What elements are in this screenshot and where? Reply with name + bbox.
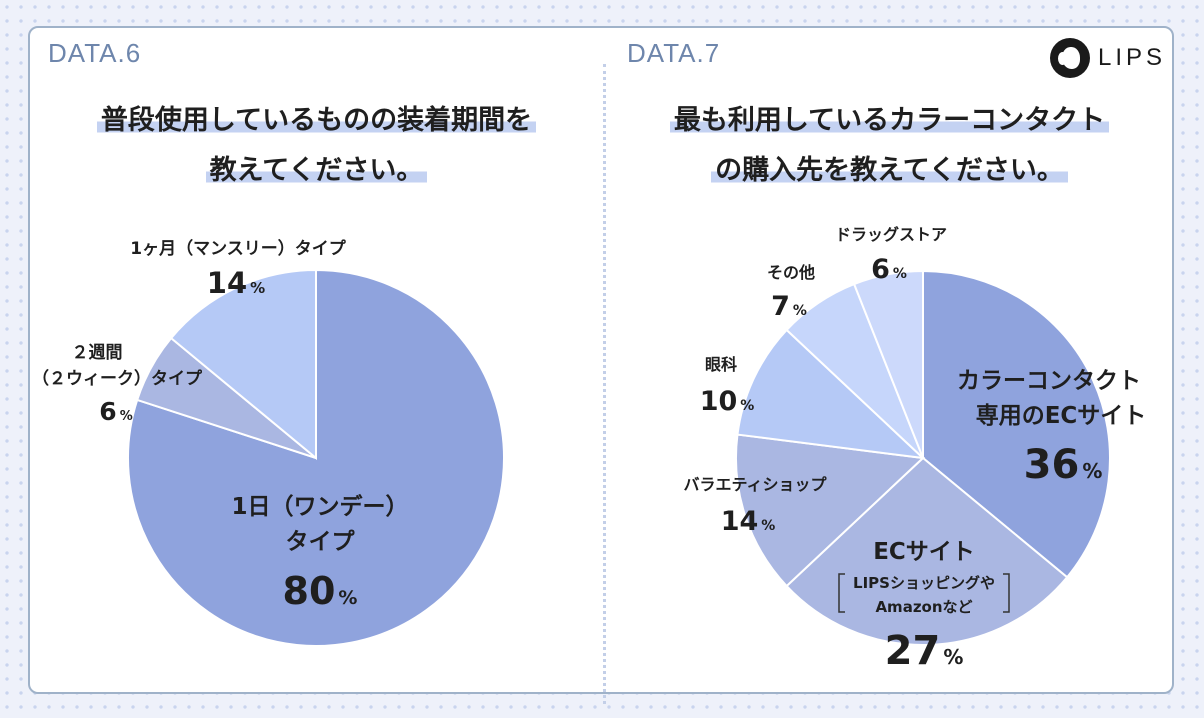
data7-slice-0 (922, 269, 1111, 579)
data7-slice-3 (736, 328, 926, 460)
data7-pct-4: 7% (771, 291, 807, 322)
data7-label-0-line-0: カラーコンタクト (957, 368, 1141, 394)
data6-pct-1: 6% (99, 397, 132, 426)
data6-title-line-2: 教えてください。 (30, 148, 603, 187)
data7-slice-2 (735, 433, 926, 588)
data7-pct-0: 36% (1024, 442, 1103, 488)
data7-title-line-2: の購入先を教えてください。 (603, 148, 1176, 187)
lips-logo-text: LIPS (1097, 44, 1166, 71)
data7-label-2-line-0: バラエティショップ (683, 475, 827, 494)
data7-slice-5 (852, 269, 924, 459)
data6-label-0-line-0: 1日（ワンデー） (231, 493, 408, 520)
data7-label-1-line-0: ECサイト (873, 539, 975, 565)
data7-label: DATA.7 (627, 38, 721, 68)
data6-pct-2: 14% (207, 266, 265, 300)
data7-note-bracket-right (1003, 573, 1010, 613)
panel-data6: DATA.6 普段使用しているものの装着期間を 教えてください。 1日（ワンデー… (30, 28, 603, 692)
data7-note-1-line-0: LIPSショッピングや (853, 574, 995, 592)
data6-pie-chart: 1日（ワンデー） タイプ 80 % ２週間 （２ウィーク）タイプ 6 % 1ヶ月（マンスリー）タ… (32, 238, 505, 647)
data6-pct-0: 80% (283, 569, 358, 613)
data7-pct-5: 6% (871, 254, 907, 285)
data7-pct-3: 10% (700, 386, 755, 417)
data7-label-5-line-0: ドラッグストア (835, 225, 947, 244)
lips-logo: LIPS (1049, 38, 1166, 78)
lips-logo-icon (1049, 38, 1090, 78)
data7-pct-2: 14% (721, 506, 776, 537)
data6-label: DATA.6 (48, 38, 142, 68)
data6-slice-2 (169, 268, 317, 461)
data6-label-1-line-1: （２ウィーク）タイプ (32, 368, 203, 389)
data7-slice-1 (785, 456, 1069, 646)
data6-title-line-1: 普段使用しているものの装着期間を (30, 98, 603, 137)
panel-divider (603, 64, 606, 704)
data7-title-line-1: 最も利用しているカラーコンタクト (603, 98, 1176, 137)
panel-data7: DATA.7 LIPS 最も利用しているカラーコンタクト の購入先を教えてくださ… (603, 28, 1176, 692)
data7-label-4-line-0: その他 (767, 263, 815, 282)
data7-note-1-line-1: Amazonなど (875, 598, 972, 616)
data7-label-0-line-1: 専用のECサイト (976, 403, 1147, 429)
data6-label-2-line-0: 1ヶ月（マンスリー）タイプ (130, 238, 346, 259)
data7-note-bracket-left (838, 573, 845, 613)
data6-label-1-line-0: ２週間 (72, 343, 123, 363)
data7-label-3-line-0: 眼科 (705, 355, 737, 374)
data6-label-0-line-1: タイプ (286, 529, 356, 555)
data7-pct-1: 27% (885, 628, 964, 674)
infographic-card: DATA.6 普段使用しているものの装着期間を 教えてください。 1日（ワンデー… (28, 26, 1176, 704)
